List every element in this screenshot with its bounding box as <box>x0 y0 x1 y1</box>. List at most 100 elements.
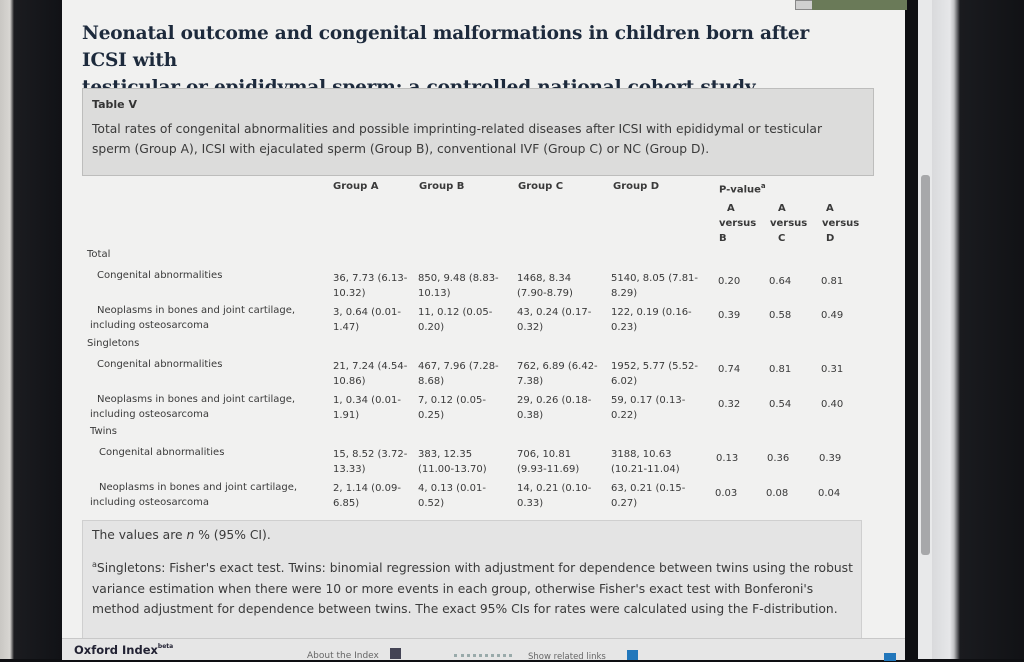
row-label-line: Neoplasms in bones and joint cartilage, <box>97 394 296 405</box>
table-cell: 43, 0.24 (0.17- 0.32) <box>517 305 599 335</box>
table-cell: 3188, 10.63 (10.21-11.04) <box>611 447 706 477</box>
cell-line: 3188, 10.63 <box>611 449 672 460</box>
p-value-cell: 0.13 <box>716 453 739 464</box>
dotted-divider <box>454 654 512 661</box>
top-toolbar-tab[interactable] <box>812 0 907 10</box>
footnote-a: aSingletons: Fisher's exact test. Twins:… <box>92 555 857 620</box>
row-label-line: including osteosarcoma <box>90 497 209 508</box>
cell-line: 3, 0.64 (0.01- <box>333 307 401 318</box>
row-label-line: Neoplasms in bones and joint cartilage, <box>97 305 296 316</box>
header-group-d: Group D <box>613 181 660 192</box>
p-value-cell: 0.74 <box>718 364 741 375</box>
header-p-value: P-valuea <box>719 179 766 197</box>
row-label: Neoplasms in bones and joint cartilage, i… <box>90 392 305 422</box>
table-cell: 21, 7.24 (4.54- 10.86) <box>333 359 415 389</box>
table-cell: 467, 7.96 (7.28- 8.68) <box>418 359 500 389</box>
avb-versus: versus <box>719 218 757 229</box>
row-label-line: Congenital abnormalities <box>97 270 223 281</box>
cell-line: 0.27) <box>611 498 638 509</box>
cell-line: 8.29) <box>611 288 638 299</box>
about-index-arrow-icon[interactable] <box>390 648 401 659</box>
scrollbar-thumb[interactable] <box>921 175 930 555</box>
row-label-line: Congenital abnormalities <box>97 359 223 370</box>
table-cell: 2, 1.14 (0.09- 6.85) <box>333 481 415 511</box>
avb-a: A <box>727 203 735 214</box>
cell-line: 63, 0.21 (0.15- <box>611 483 686 494</box>
table-cell: 1, 0.34 (0.01- 1.91) <box>333 393 415 423</box>
cell-line: 1952, 5.77 (5.52- <box>611 361 699 372</box>
avd-d: D <box>826 233 835 244</box>
table-cell: 762, 6.89 (6.42- 7.38) <box>517 359 599 389</box>
table-cell: 63, 0.21 (0.15- 0.27) <box>611 481 706 511</box>
section-twins: Twins <box>90 426 117 437</box>
footnote-values-pre: The values are <box>92 528 187 542</box>
avd-a: A <box>826 203 834 214</box>
row-label-line: Neoplasms in bones and joint cartilage, <box>99 482 298 493</box>
cell-line: 762, 6.89 (6.42- <box>517 361 598 372</box>
cell-line: 43, 0.24 (0.17- <box>517 307 592 318</box>
table-cell: 7, 0.12 (0.05- 0.25) <box>418 393 500 423</box>
article-page: Neonatal outcome and congenital malforma… <box>62 0 905 662</box>
cell-line: 10.86) <box>333 376 366 387</box>
cell-line: 850, 9.48 (8.83- <box>418 273 499 284</box>
cell-line: 0.38) <box>517 410 544 421</box>
footnote-values-n: n <box>186 528 195 542</box>
table-cell: 4, 0.13 (0.01- 0.52) <box>418 481 500 511</box>
cell-line: (7.90-8.79) <box>517 288 573 299</box>
cell-line: 13.33) <box>333 464 366 475</box>
oxford-index-logo[interactable]: Oxford Indexbeta <box>74 643 173 657</box>
cell-line: 15, 8.52 (3.72- <box>333 449 408 460</box>
show-related-links[interactable]: Show related links <box>528 652 606 662</box>
p-value-cell: 0.40 <box>821 399 844 410</box>
table-cell: 5140, 8.05 (7.81- 8.29) <box>611 271 706 301</box>
cell-line: (11.00-13.70) <box>418 464 487 475</box>
p-value-cell: 0.36 <box>767 453 790 464</box>
row-label: Neoplasms in bones and joint cartilage, i… <box>90 303 305 333</box>
table-cell: 706, 10.81 (9.93-11.69) <box>517 447 599 477</box>
cell-line: 6.02) <box>611 376 638 387</box>
about-index-link[interactable]: About the Index <box>307 651 379 661</box>
row-label-line: Congenital abnormalities <box>99 447 225 458</box>
table-cell: 3, 0.64 (0.01- 1.47) <box>333 305 415 335</box>
cell-line: 706, 10.81 <box>517 449 572 460</box>
table-cell: 14, 0.21 (0.10- 0.33) <box>517 481 599 511</box>
header-a-vs-d: A versus D <box>822 201 859 246</box>
table-cell: 29, 0.26 (0.18- 0.38) <box>517 393 599 423</box>
related-links-arrow-icon[interactable] <box>627 650 638 660</box>
row-label-line: including osteosarcoma <box>90 409 209 420</box>
cell-line: 8.68) <box>418 376 445 387</box>
cell-line: 4, 0.13 (0.01- <box>418 483 486 494</box>
cell-line: 0.22) <box>611 410 638 421</box>
cell-line: 14, 0.21 (0.10- <box>517 483 592 494</box>
header-group-b: Group B <box>419 181 465 192</box>
row-label: Congenital abnormalities <box>97 357 312 372</box>
cell-line: 383, 12.35 <box>418 449 473 460</box>
title-line-1: Neonatal outcome and congenital malforma… <box>82 23 810 71</box>
row-label: Congenital abnormalities <box>99 445 314 460</box>
table-footnotes: The values are n % (95% CI). aSingletons… <box>82 520 862 644</box>
brand-tm: beta <box>157 643 174 650</box>
footnote-values: The values are n % (95% CI). <box>92 528 271 542</box>
cell-line: 7.38) <box>517 376 544 387</box>
table-cell: 36, 7.73 (6.13- 10.32) <box>333 271 415 301</box>
footnote-values-post: % (95% CI). <box>194 528 271 542</box>
table-cell: 383, 12.35 (11.00-13.70) <box>418 447 500 477</box>
cell-line: 1468, 8.34 <box>517 273 572 284</box>
p-value-cell: 0.81 <box>769 364 792 375</box>
row-label: Neoplasms in bones and joint cartilage, i… <box>90 480 305 510</box>
cell-line: 10.32) <box>333 288 366 299</box>
cell-line: 0.52) <box>418 498 445 509</box>
cell-line: 10.13) <box>418 288 451 299</box>
bar-button-icon[interactable] <box>884 653 896 661</box>
row-label: Congenital abnormalities <box>97 268 312 283</box>
monitor-bezel-left <box>0 0 62 659</box>
cell-line: 5140, 8.05 (7.81- <box>611 273 699 284</box>
table-cell: 11, 0.12 (0.05- 0.20) <box>418 305 500 335</box>
cell-line: 1.91) <box>333 410 360 421</box>
p-value-sup: a <box>760 182 766 190</box>
p-value-cell: 0.20 <box>718 276 741 287</box>
cell-line: 29, 0.26 (0.18- <box>517 395 592 406</box>
cell-line: 0.32) <box>517 322 544 333</box>
avc-versus: versus <box>770 218 808 229</box>
oxford-index-bar: Oxford Indexbeta About the Index Show re… <box>62 638 905 662</box>
